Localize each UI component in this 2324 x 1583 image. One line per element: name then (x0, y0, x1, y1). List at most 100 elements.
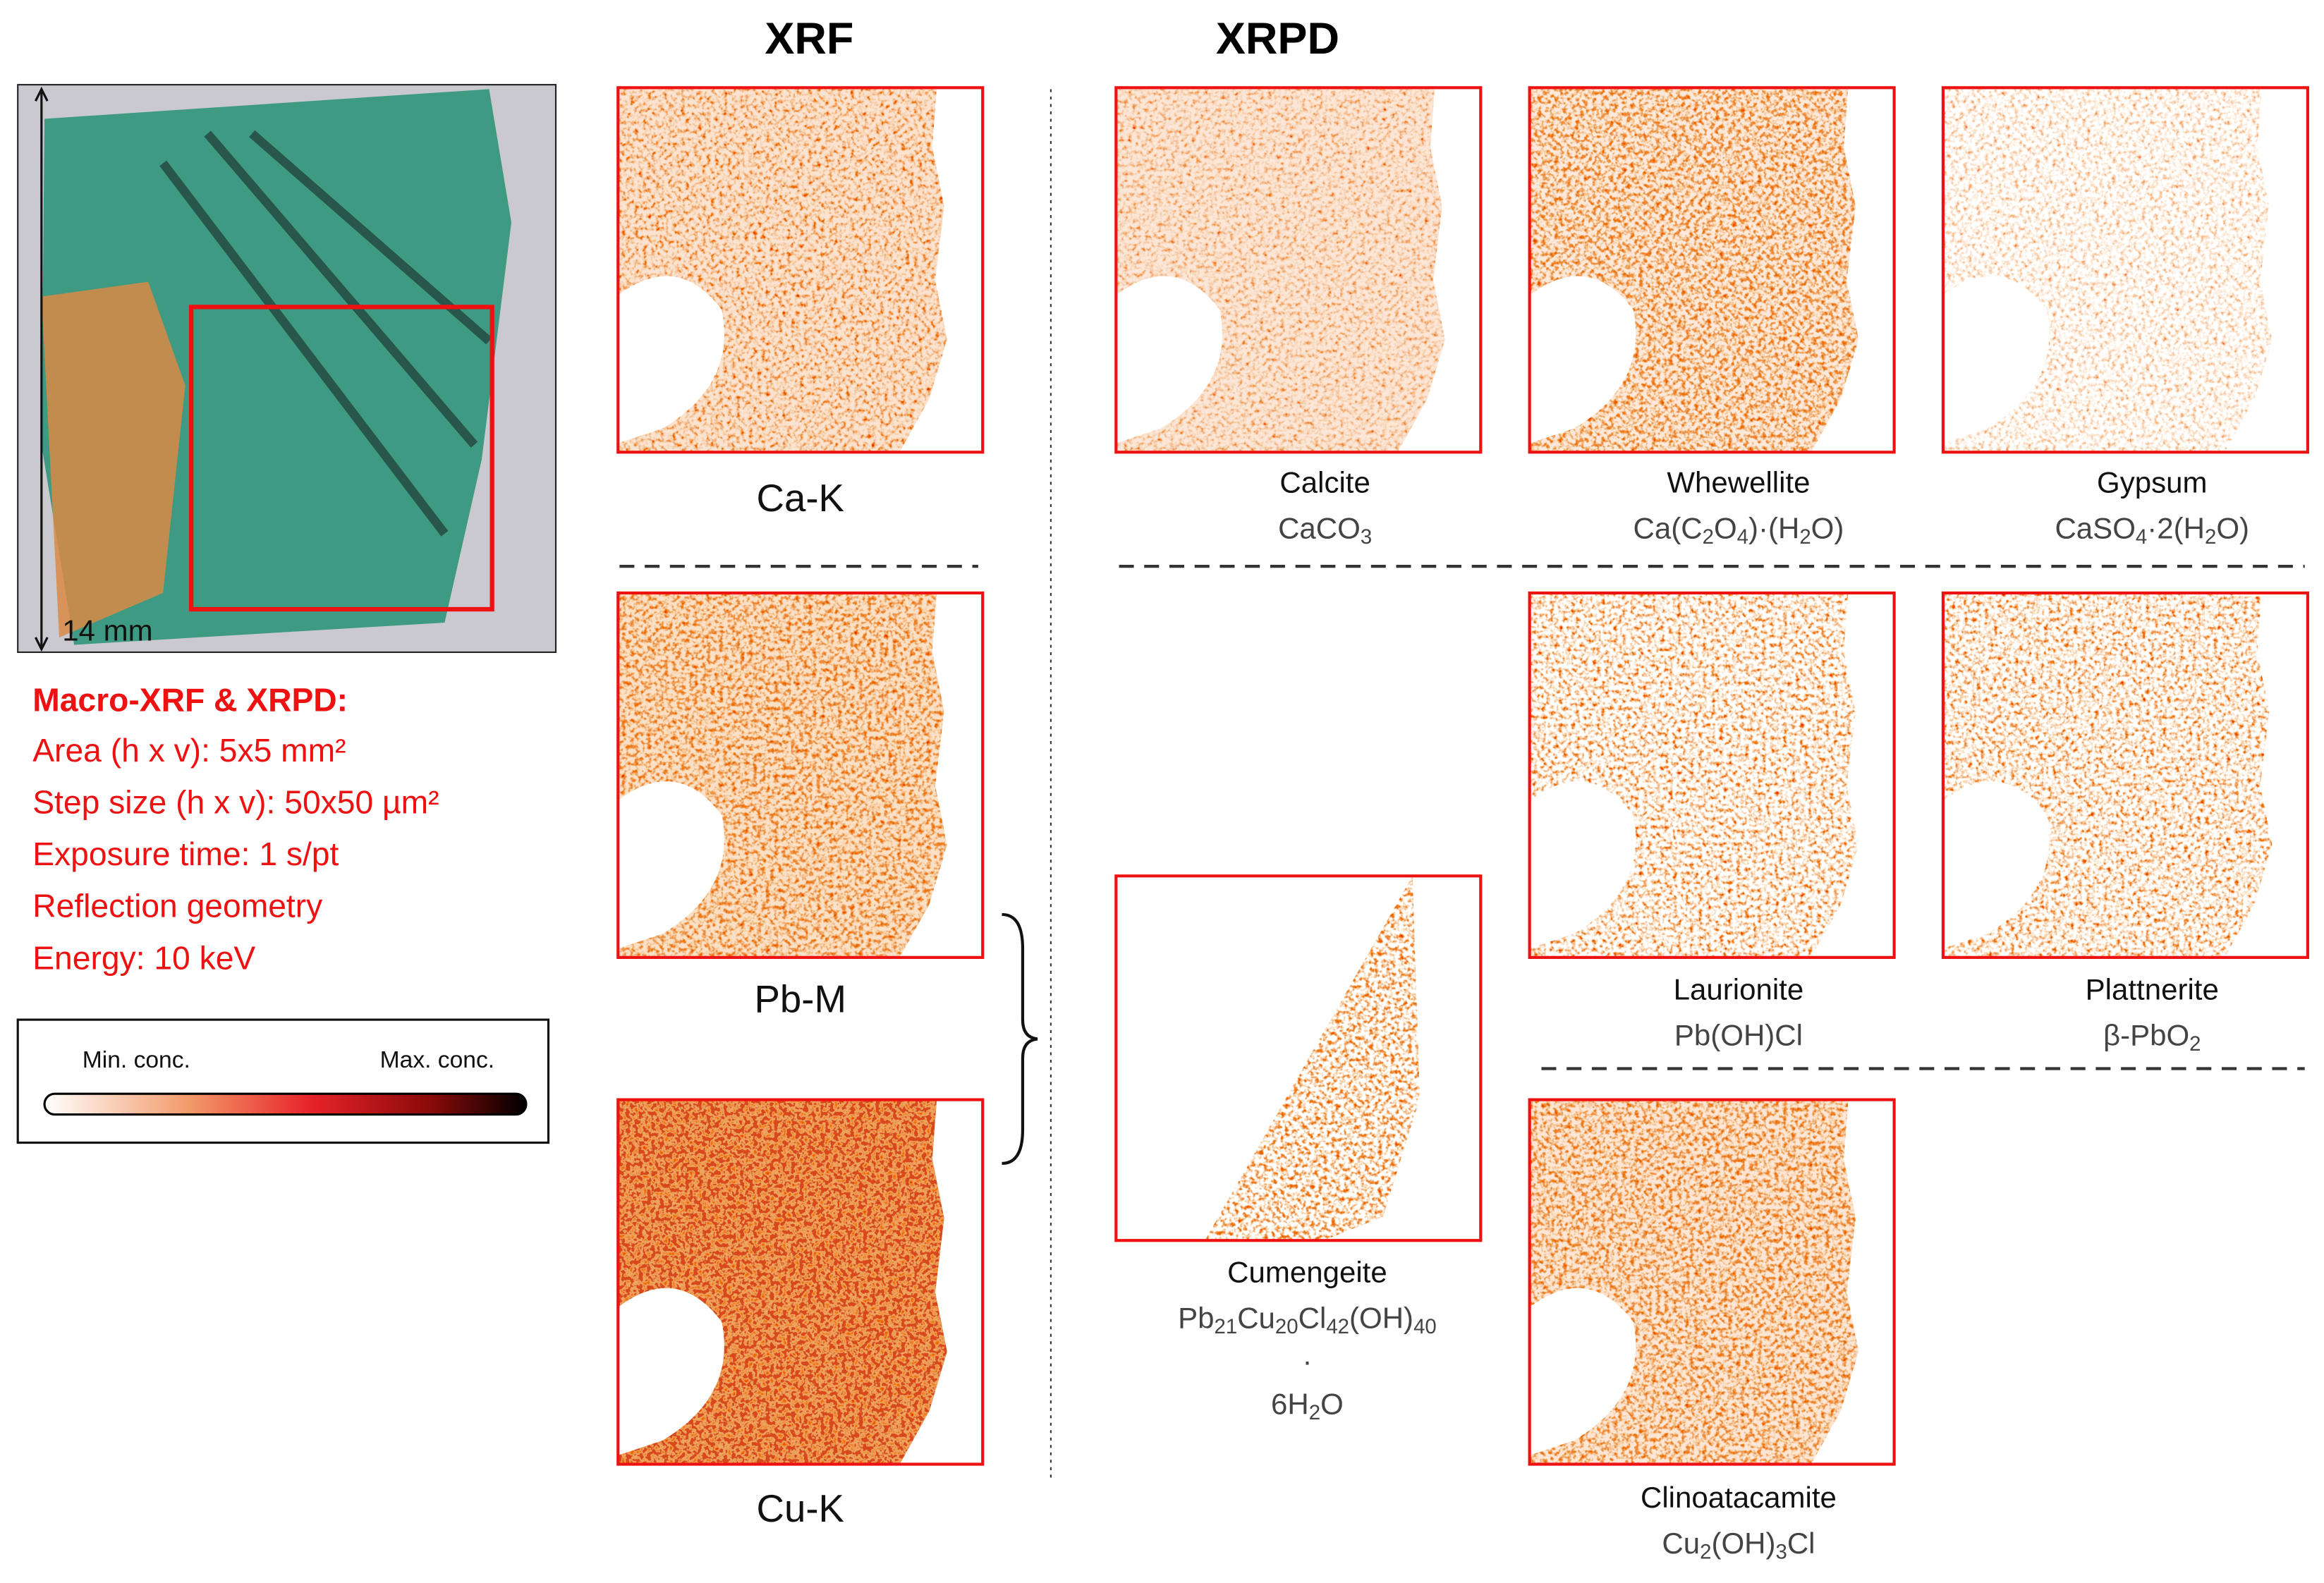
map-frame (616, 591, 985, 959)
xrpd-title: XRPD (1216, 14, 1339, 63)
map-frame (616, 1098, 985, 1466)
formula-part: Pb(OH)Cl (1674, 1018, 1803, 1051)
formula-part: )·(H (1748, 512, 1799, 545)
subscript: 3 (1361, 525, 1372, 549)
map (1528, 86, 1896, 454)
mineral-name: Cumengeite (1227, 1256, 1387, 1289)
map-label: Pb-M (754, 977, 846, 1020)
map-frame (616, 86, 985, 454)
info-lines: Area (h x v): 5x5 mm² Step size (h x v): … (32, 732, 439, 976)
formula-part: · (1302, 1345, 1312, 1378)
formula-part: Cl (1298, 1302, 1327, 1335)
dashed-separators (619, 564, 2305, 1070)
formula-part: Ca(C (1634, 512, 1703, 545)
map-frame (1941, 86, 2309, 454)
colorbar-min: Min. conc. (83, 1047, 190, 1073)
xrf-title: XRF (765, 14, 853, 63)
colorbar-box (16, 1018, 550, 1144)
map (1941, 591, 2309, 959)
map-frame (1941, 591, 2309, 959)
map-hole (1116, 276, 1222, 444)
map-hole (1116, 1064, 1222, 1232)
map-frame (1114, 86, 1483, 454)
map-hole (618, 1288, 724, 1455)
map-hole (1942, 781, 2050, 949)
formula-part: Pb (1178, 1302, 1214, 1335)
formula-part: O (1714, 512, 1737, 545)
subscript: 20 (1275, 1315, 1298, 1338)
info-line: Area (h x v): 5x5 mm² (32, 732, 346, 769)
mineral-formula: 6H2O (1271, 1388, 1344, 1424)
map (1941, 86, 2309, 454)
formula-part: O) (2216, 512, 2249, 545)
subscript: 4 (1737, 525, 1748, 549)
mineral-formula: CaCO3 (1278, 512, 1372, 549)
map (1528, 1098, 1896, 1466)
map-hole (618, 276, 724, 444)
map (1114, 86, 1483, 454)
map-hole (1529, 1288, 1636, 1455)
subscript: 2 (2189, 1032, 2201, 1056)
mineral-formula: Pb21Cu20Cl42(OH)40 (1178, 1302, 1437, 1338)
map (1528, 591, 1896, 959)
formula-part: (OH) (1349, 1302, 1413, 1335)
brace (1002, 912, 1038, 1166)
subscript: 2 (1700, 1540, 1711, 1563)
formula-part: 6H (1271, 1388, 1309, 1421)
sample-photo: 14 mm (17, 84, 557, 654)
subscript: 40 (1413, 1315, 1437, 1338)
maps: Ca-KPb-MCu-KCalciteCaCO3WhewelliteCa(C2O… (616, 86, 2309, 1563)
formula-part: Cl (1787, 1527, 1815, 1560)
map-hole (1942, 276, 2050, 444)
map-frame (1528, 591, 1896, 959)
map-frame (1528, 86, 1896, 454)
subscript: 21 (1214, 1315, 1237, 1338)
mineral-name: Clinoatacamite (1641, 1481, 1837, 1514)
mineral-name: Laurionite (1674, 972, 1804, 1006)
formula-part: O) (1811, 512, 1844, 545)
map-hole (1529, 276, 1636, 444)
mineral-name: Calcite (1279, 466, 1370, 499)
map-hole (1529, 781, 1636, 949)
subscript: 2 (1703, 525, 1714, 549)
info-line: Step size (h x v): 50x50 µm² (32, 784, 439, 821)
formula-part: (OH) (1711, 1527, 1775, 1560)
info-title: Macro-XRF & XRPD: (32, 682, 348, 719)
map (616, 1098, 985, 1466)
formula-part: Cu (1662, 1527, 1700, 1560)
roi-box (188, 305, 494, 612)
formula-part: ·2(H (2147, 512, 2205, 545)
formula-part: O (1320, 1388, 1344, 1421)
subscript: 42 (1326, 1315, 1349, 1338)
formula-part: CaSO (2055, 512, 2135, 545)
info-line: Reflection geometry (32, 888, 323, 924)
info-line: Energy: 10 keV (32, 939, 255, 976)
mineral-name: Plattnerite (2086, 972, 2219, 1006)
arrow-heads (35, 86, 49, 652)
map (1114, 874, 1483, 1242)
formula-part: Cu (1237, 1302, 1275, 1335)
subscript: 2 (2205, 525, 2216, 549)
mineral-name: Whewellite (1667, 466, 1810, 499)
colorbar-max: Max. conc. (380, 1047, 495, 1073)
map (616, 591, 985, 959)
mineral-formula: β-PbO2 (2103, 1018, 2201, 1055)
mineral-formula: CaSO4·2(H2O) (2055, 512, 2249, 549)
map-label: Ca-K (757, 477, 844, 520)
mineral-formula: Pb(OH)Cl (1674, 1018, 1803, 1051)
map-frame (1114, 874, 1483, 1242)
mineral-formula: · (1302, 1345, 1312, 1378)
photo-orange (41, 281, 185, 637)
colorbar (43, 1092, 528, 1116)
mineral-formula: Ca(C2O4)·(H2O) (1634, 512, 1844, 549)
map-frame (1528, 1098, 1896, 1466)
subscript: 2 (1309, 1401, 1320, 1424)
formula-part: β-PbO (2103, 1018, 2189, 1051)
mineral-name: Gypsum (2097, 466, 2207, 499)
formula-part: CaCO (1278, 512, 1361, 545)
map (616, 86, 985, 454)
mineral-formula: Cu2(OH)3Cl (1662, 1527, 1815, 1563)
map-label: Cu-K (757, 1487, 844, 1530)
